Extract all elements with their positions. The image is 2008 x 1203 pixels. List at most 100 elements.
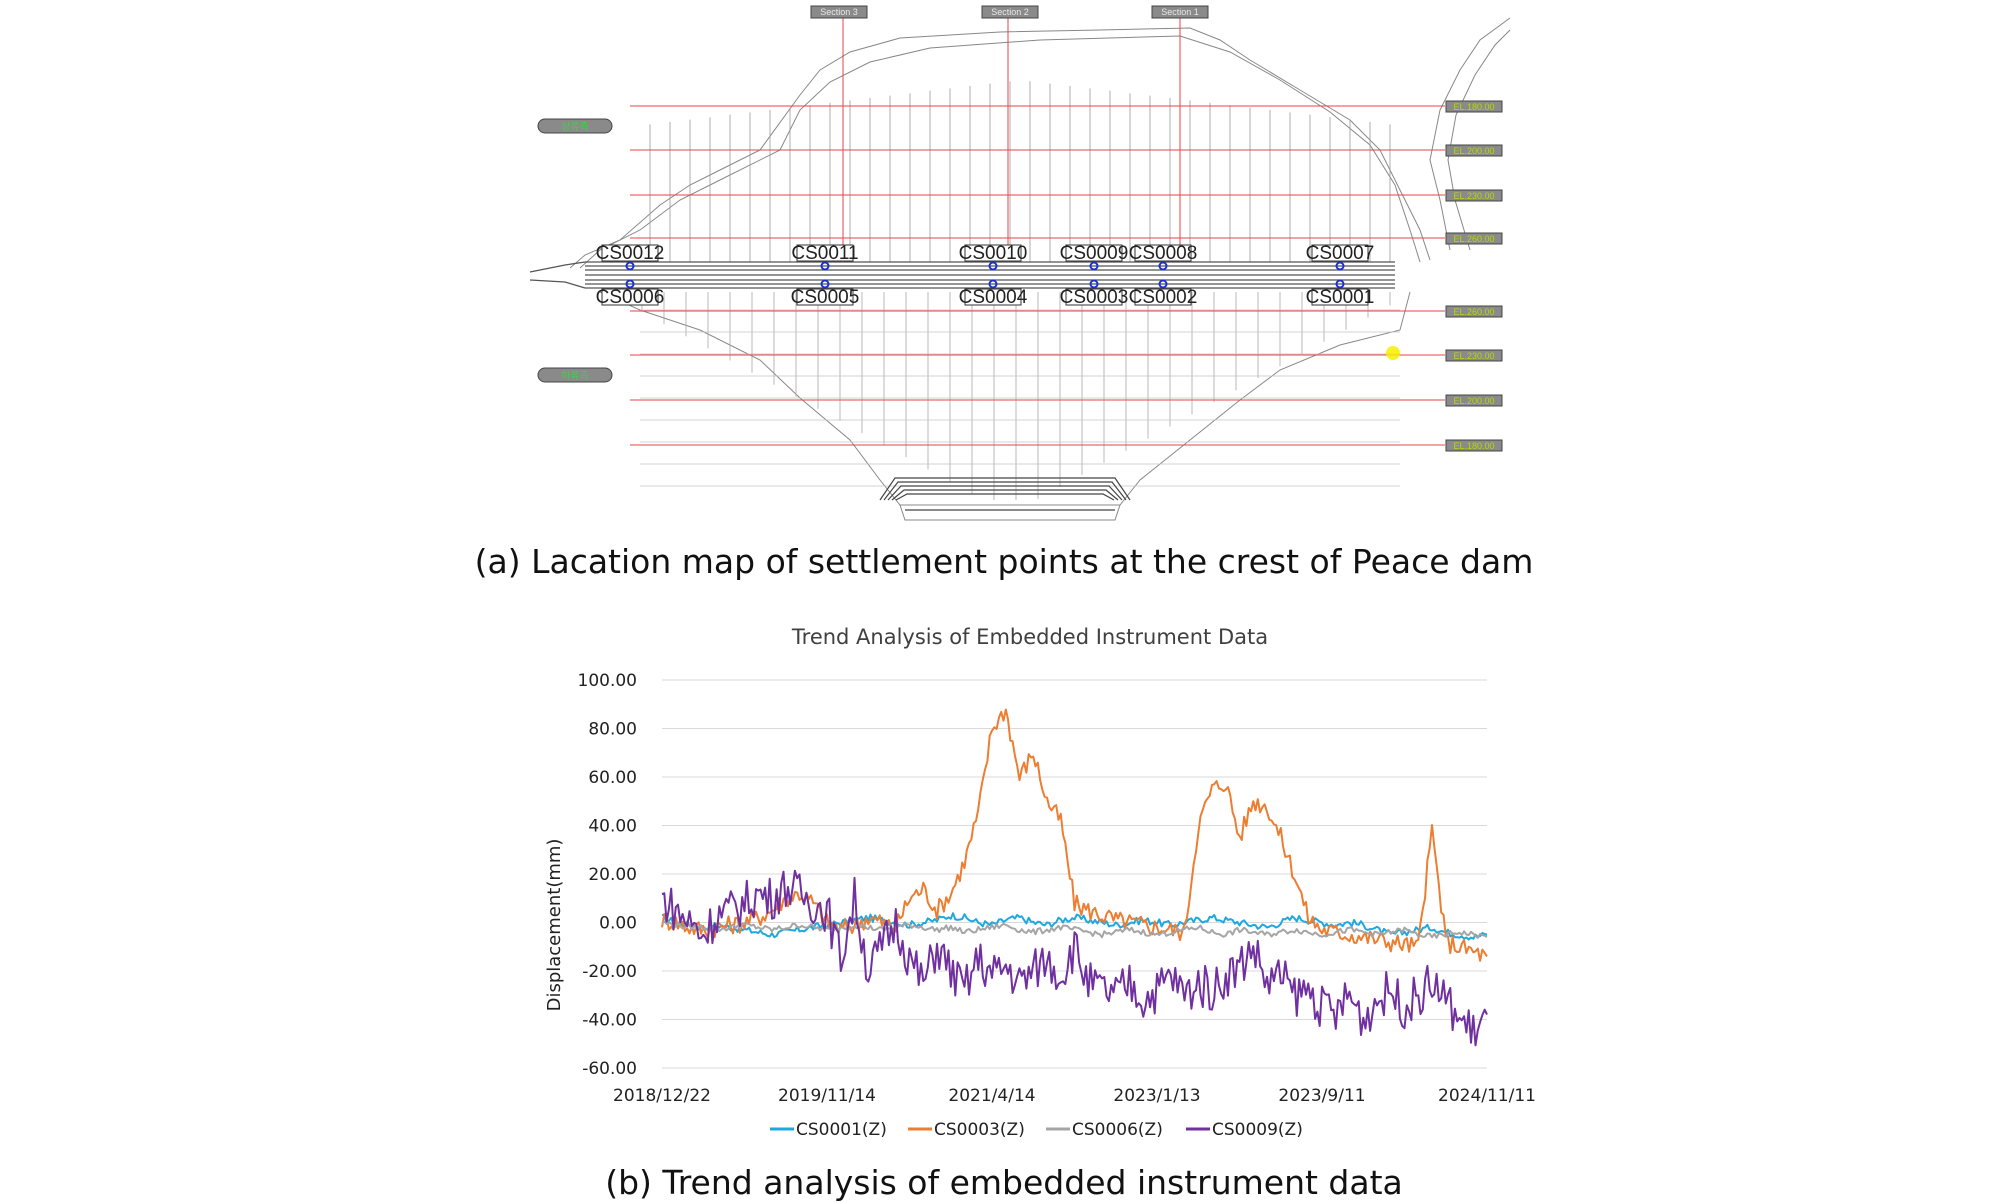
upper-point-label: CS0008 (1129, 243, 1198, 264)
dam-upper-body (569, 17, 1511, 269)
lower-point-label: CS0006 (596, 287, 665, 308)
upper-point-marker (1089, 261, 1099, 271)
dam-upper-grid (649, 81, 1391, 262)
x-tick-label: 2019/11/14 (778, 1086, 876, 1106)
downstream-tag-label: 하류측 (561, 369, 589, 382)
lower-point-box (601, 288, 659, 306)
section-tag-3-label: Section 3 (820, 7, 858, 17)
section-tag-3 (810, 5, 868, 19)
chart-y-ticks: 100.00 80.00 60.00 40.00 20.00 0.00 -20.00 -40.… (578, 671, 637, 1079)
caption-a: (a) Lacation map of settlement points at… (474, 542, 1534, 581)
series-line-cs0006-z- (661, 920, 1488, 939)
lower-point-box (1134, 288, 1192, 306)
upper-point-box (1134, 244, 1192, 262)
lower-point-marker (820, 279, 830, 289)
caption-b: (b) Trend analysis of embedded instrumen… (605, 1163, 1403, 1202)
section-tags: Section 3 Section 2 Section 1 (810, 5, 1209, 19)
chart-series (661, 708, 1488, 1047)
upper-point-marker (988, 261, 998, 271)
elevation-lines (630, 105, 1445, 446)
series-line-cs0009-z- (661, 869, 1488, 1047)
reference-marker (1386, 346, 1400, 360)
section-tag-2-label: Section 2 (991, 7, 1029, 17)
legend-label: CS0009(Z) (1212, 1120, 1303, 1140)
upper-point-label: CS0010 (959, 243, 1028, 264)
upstream-tag-label: 상류측 (561, 121, 589, 133)
el-tag-lower-2: EL.200.00 (1453, 396, 1494, 406)
el-tag-upper-0: EL.180.00 (1453, 102, 1494, 112)
upper-point-box (964, 244, 1022, 262)
series-line-cs0001-z- (661, 912, 1488, 941)
el-tag-upper-2: EL.230.00 (1453, 191, 1494, 201)
y-tick-label: 100.00 (578, 671, 637, 691)
upper-point-box (1065, 244, 1123, 262)
spillway (879, 477, 1131, 511)
settlement-points: CS0012 CS0011 CS0010 CS0009 CS0008 CS0007 CS00… (596, 243, 1375, 308)
legend-label: CS0006(Z) (1072, 1120, 1163, 1140)
el-tag-lower-1: EL.230.00 (1453, 351, 1494, 361)
chart-title: Trend Analysis of Embedded Instrument Da… (791, 625, 1268, 649)
series-line-cs0003-z- (661, 708, 1488, 962)
lower-point-label: CS0001 (1306, 287, 1375, 308)
y-tick-label: 80.00 (588, 720, 637, 740)
upper-point-marker (820, 261, 830, 271)
upper-point-box (1311, 244, 1369, 262)
lower-point-marker (625, 279, 635, 289)
y-tick-label: 20.00 (588, 865, 637, 885)
upper-point-marker (625, 261, 635, 271)
upper-point-label: CS0011 (791, 243, 858, 264)
lower-point-label: CS0003 (1060, 287, 1129, 308)
upper-point-box (796, 244, 854, 262)
x-tick-label: 2023/9/11 (1278, 1086, 1365, 1106)
el-tag-lower-0: EL.260.00 (1453, 307, 1494, 317)
lower-point-label: CS0005 (791, 287, 860, 308)
dam-location-map: Section 3 Section 2 Section 1 EL.180.00 … (529, 5, 1511, 521)
legend-label: CS0001(Z) (796, 1120, 887, 1140)
upstream-tag (537, 118, 613, 134)
lower-point-marker (988, 279, 998, 289)
chart-legend: CS0001(Z) CS0003(Z) CS0006(Z) CS0009(Z) (770, 1120, 1303, 1140)
upper-point-label: CS0009 (1060, 243, 1129, 264)
legend-label: CS0003(Z) (934, 1120, 1025, 1140)
side-labels: 상류측 하류측 (537, 118, 613, 383)
upper-point-marker (1158, 261, 1168, 271)
section-tag-2 (981, 5, 1039, 19)
lower-point-box (964, 288, 1022, 306)
y-tick-label: 60.00 (588, 768, 637, 788)
y-tick-label: -60.00 (582, 1059, 637, 1079)
section-tag-1 (1151, 5, 1209, 19)
y-tick-label: -40.00 (582, 1011, 637, 1031)
x-tick-label: 2024/11/11 (1438, 1086, 1536, 1106)
dam-crest (529, 261, 1395, 289)
lower-point-label: CS0002 (1129, 287, 1198, 308)
upper-point-label: CS0012 (596, 243, 665, 264)
el-tag-upper-3: EL.260.00 (1453, 234, 1494, 244)
lower-point-box (1311, 288, 1369, 306)
y-tick-label: -20.00 (582, 962, 637, 982)
upper-point-marker (1335, 261, 1345, 271)
elevation-tags: EL.180.00 EL.200.00 EL.230.00 EL.260.00 … (1445, 100, 1503, 452)
el-tag-lower-3: EL.180.00 (1453, 441, 1494, 451)
x-tick-label: 2021/4/14 (948, 1086, 1035, 1106)
y-tick-label: 0.00 (599, 914, 637, 934)
lower-point-box (1065, 288, 1123, 306)
chart-gridlines (662, 679, 1487, 1069)
lower-point-box (796, 288, 854, 306)
section-lines (842, 18, 1181, 262)
section-tag-1-label: Section 1 (1161, 7, 1199, 17)
dam-lower-grid (619, 292, 1400, 500)
upper-point-box (601, 244, 659, 262)
downstream-tag (537, 367, 613, 383)
x-tick-label: 2023/1/13 (1113, 1086, 1200, 1106)
chart-y-label: Displacement(mm) (544, 839, 565, 1012)
upper-point-label: CS0007 (1306, 243, 1375, 264)
lower-point-marker (1335, 279, 1345, 289)
el-tag-upper-1: EL.200.00 (1453, 146, 1494, 156)
lower-point-marker (1089, 279, 1099, 289)
lower-point-label: CS0004 (959, 287, 1028, 308)
x-tick-label: 2018/12/22 (613, 1086, 711, 1106)
trend-chart: Trend Analysis of Embedded Instrument Da… (544, 625, 1536, 1140)
chart-x-ticks: 2018/12/22 2019/11/14 2021/4/14 2023/1/13 20… (613, 1086, 1536, 1106)
lower-point-marker (1158, 279, 1168, 289)
y-tick-label: 40.00 (588, 817, 637, 837)
